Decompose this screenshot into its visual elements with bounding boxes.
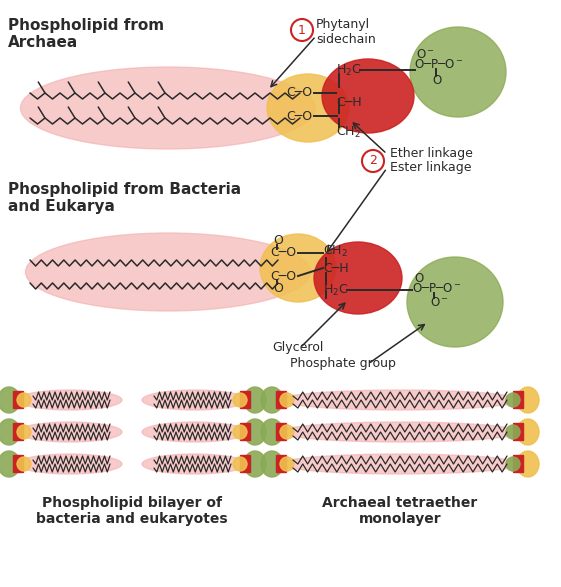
Ellipse shape <box>517 387 539 413</box>
Text: 2: 2 <box>369 154 377 167</box>
Ellipse shape <box>314 242 402 314</box>
Ellipse shape <box>142 454 247 474</box>
FancyBboxPatch shape <box>277 392 287 409</box>
Text: O─P─O$^-$: O─P─O$^-$ <box>414 59 463 72</box>
Ellipse shape <box>244 387 266 413</box>
Ellipse shape <box>17 454 122 474</box>
Ellipse shape <box>261 451 283 477</box>
FancyBboxPatch shape <box>241 456 251 473</box>
Text: 1: 1 <box>298 23 306 36</box>
Text: O: O <box>414 272 423 285</box>
Ellipse shape <box>142 422 247 442</box>
Ellipse shape <box>17 425 31 439</box>
Ellipse shape <box>280 422 520 442</box>
Ellipse shape <box>517 419 539 445</box>
Text: H$_2$C: H$_2$C <box>323 282 348 298</box>
Ellipse shape <box>267 74 349 142</box>
Ellipse shape <box>506 457 520 471</box>
Ellipse shape <box>280 457 294 471</box>
Ellipse shape <box>280 390 520 410</box>
Ellipse shape <box>0 451 20 477</box>
FancyBboxPatch shape <box>13 392 24 409</box>
Ellipse shape <box>244 451 266 477</box>
Ellipse shape <box>233 425 247 439</box>
Ellipse shape <box>17 390 122 410</box>
FancyBboxPatch shape <box>513 423 523 440</box>
Text: C─O: C─O <box>286 86 312 100</box>
Text: CH$_2$: CH$_2$ <box>323 244 348 258</box>
Ellipse shape <box>506 393 520 407</box>
Text: Glycerol: Glycerol <box>272 342 323 355</box>
Ellipse shape <box>322 59 414 133</box>
Ellipse shape <box>25 233 310 311</box>
Text: Ester linkage: Ester linkage <box>390 161 471 174</box>
Ellipse shape <box>407 257 503 347</box>
FancyBboxPatch shape <box>513 392 523 409</box>
Text: Phosphate group: Phosphate group <box>290 357 396 370</box>
Ellipse shape <box>280 454 520 474</box>
Ellipse shape <box>142 390 247 410</box>
Text: O: O <box>273 234 283 248</box>
Circle shape <box>362 150 384 172</box>
Text: C─O: C─O <box>270 247 296 259</box>
Text: O$^-$: O$^-$ <box>430 296 449 309</box>
Ellipse shape <box>261 419 283 445</box>
Ellipse shape <box>17 457 31 471</box>
FancyBboxPatch shape <box>513 456 523 473</box>
FancyBboxPatch shape <box>277 423 287 440</box>
Text: Phospholipid bilayer of
bacteria and eukaryotes: Phospholipid bilayer of bacteria and euk… <box>36 496 228 526</box>
Text: C─O: C─O <box>286 110 312 123</box>
Text: O$^-$: O$^-$ <box>416 49 435 62</box>
Ellipse shape <box>0 419 20 445</box>
Text: O: O <box>432 73 442 86</box>
Circle shape <box>291 19 313 41</box>
Text: Phospholipid from Bacteria
and Eukarya: Phospholipid from Bacteria and Eukarya <box>8 182 241 214</box>
Ellipse shape <box>260 234 336 302</box>
Ellipse shape <box>17 393 31 407</box>
Text: Phospholipid from
Archaea: Phospholipid from Archaea <box>8 18 164 50</box>
Text: Archaeal tetraether
monolayer: Archaeal tetraether monolayer <box>323 496 477 526</box>
FancyBboxPatch shape <box>13 456 24 473</box>
Ellipse shape <box>280 393 294 407</box>
FancyBboxPatch shape <box>241 392 251 409</box>
Text: C─H: C─H <box>336 96 362 109</box>
Text: CH$_2$: CH$_2$ <box>336 124 361 140</box>
Ellipse shape <box>506 425 520 439</box>
Text: O: O <box>273 282 283 295</box>
FancyBboxPatch shape <box>241 423 251 440</box>
Ellipse shape <box>17 422 122 442</box>
FancyBboxPatch shape <box>277 456 287 473</box>
Ellipse shape <box>280 425 294 439</box>
Text: O─P─O$^-$: O─P─O$^-$ <box>412 282 462 295</box>
FancyBboxPatch shape <box>13 423 24 440</box>
Text: C─H: C─H <box>323 261 348 275</box>
Ellipse shape <box>233 393 247 407</box>
Text: H$_2$C: H$_2$C <box>336 62 361 77</box>
Ellipse shape <box>517 451 539 477</box>
Ellipse shape <box>244 419 266 445</box>
Ellipse shape <box>261 387 283 413</box>
Text: C─O: C─O <box>270 269 296 282</box>
Ellipse shape <box>21 67 315 149</box>
Ellipse shape <box>410 27 506 117</box>
Text: Ether linkage: Ether linkage <box>390 147 473 160</box>
Ellipse shape <box>233 457 247 471</box>
Ellipse shape <box>0 387 20 413</box>
Text: Phytanyl
sidechain: Phytanyl sidechain <box>316 18 376 46</box>
